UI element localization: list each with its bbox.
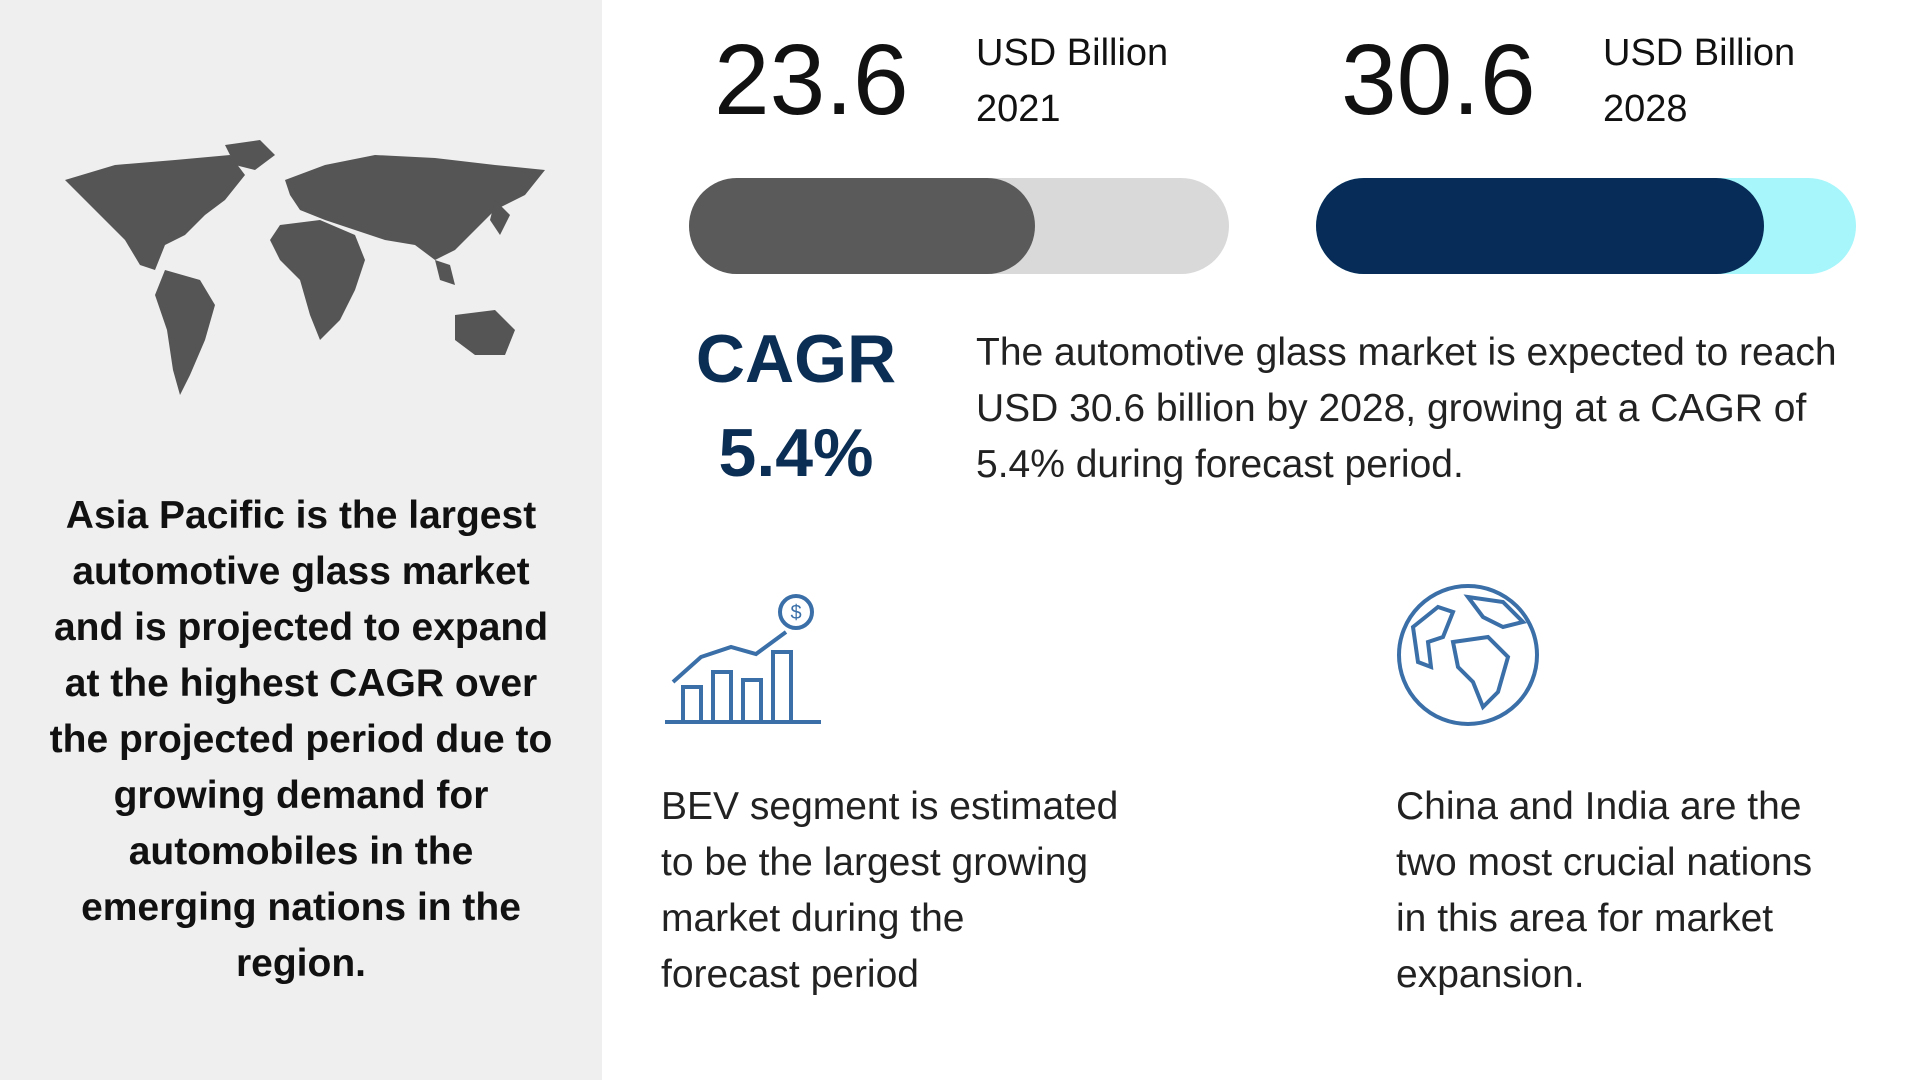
text-line: to be the largest growing xyxy=(661,841,1089,884)
stat-year: 2028 xyxy=(1603,88,1688,130)
text-line: in this area for market xyxy=(1396,897,1774,940)
left-text: Asia Pacific is the largest automotive gl… xyxy=(0,488,602,992)
note-text: China and India are the two most crucial … xyxy=(1396,779,1812,1003)
bar-track xyxy=(689,178,1229,274)
cagr-text: The automotive glass market is expected … xyxy=(976,325,1837,493)
bar-track xyxy=(1316,178,1856,274)
text-line: expansion. xyxy=(1396,953,1585,996)
text-line: forecast period xyxy=(661,953,919,996)
stat-unit: USD Billion xyxy=(976,32,1169,74)
stat-value: 30.6 xyxy=(1341,24,1536,136)
svg-text:$: $ xyxy=(790,602,801,624)
growth-icon: $ xyxy=(665,594,821,724)
text-line: Asia Pacific is the largest xyxy=(65,494,537,537)
bar xyxy=(689,178,1035,274)
text-line: automotive glass market xyxy=(72,550,530,593)
text-line: region. xyxy=(235,942,366,985)
text-line: USD 30.6 billion by 2028, growing at a C… xyxy=(976,387,1807,430)
text-line: emerging nations in the xyxy=(81,886,521,929)
text-line: automobiles in the xyxy=(128,830,474,873)
text-line: 5.4% during forecast period. xyxy=(976,443,1464,486)
stat-year: 2021 xyxy=(976,88,1061,130)
text-line: market during the xyxy=(661,897,965,940)
globe-icon xyxy=(1397,584,1539,726)
stat-value: 23.6 xyxy=(714,24,909,136)
text-line: The automotive glass market is expected … xyxy=(976,331,1837,374)
bar xyxy=(1316,178,1765,274)
text-line: two most crucial nations xyxy=(1396,841,1813,884)
text-line: growing demand for xyxy=(113,774,489,817)
stat-unit: USD Billion xyxy=(1603,32,1796,74)
note-text: BEV segment is estimated to be the larges… xyxy=(661,779,1118,1003)
world-map xyxy=(65,140,545,395)
text-line: BEV segment is estimated xyxy=(661,785,1119,828)
text-line: at the highest CAGR over xyxy=(64,662,538,705)
text-line: the projected period due to xyxy=(49,718,553,761)
cagr-value: 5.4% xyxy=(718,415,874,491)
text-line: China and India are the xyxy=(1396,785,1802,828)
left-panel: Asia Pacific is the largest automotive gl… xyxy=(0,0,602,1080)
cagr-label: CAGR xyxy=(695,321,897,397)
text-line: and is projected to expand xyxy=(53,606,549,649)
